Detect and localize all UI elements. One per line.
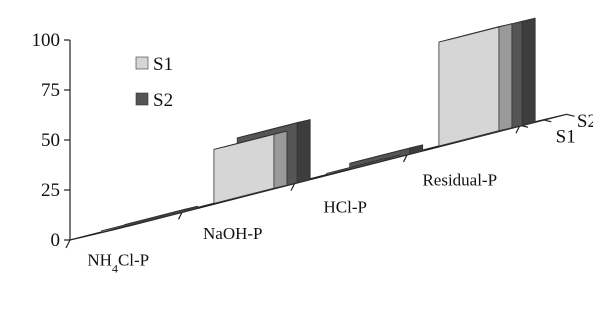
x-tick bbox=[402, 153, 409, 163]
y-tick-label: 50 bbox=[41, 130, 60, 151]
x-tick bbox=[515, 124, 521, 134]
bar-side-face bbox=[521, 17, 536, 126]
bar-top-face bbox=[237, 119, 311, 139]
depth-label: S2 bbox=[577, 111, 593, 132]
labels: 0 25 50 75 100 NH4Cl-P NaOH-P HCl-P Residual-P S2… bbox=[32, 30, 593, 276]
bar-top-face bbox=[349, 144, 423, 164]
x-tick-label: NH4Cl-P bbox=[87, 251, 149, 276]
bar-top-face bbox=[326, 154, 400, 174]
x-tick-label: NaOH-P bbox=[203, 224, 263, 243]
legend-label-s2: S2 bbox=[153, 90, 173, 111]
bar-s1-nh4cl-p bbox=[101, 212, 175, 233]
bar-s1-naoh-p bbox=[213, 130, 288, 204]
x-tick bbox=[290, 182, 296, 191]
bar-s1-residual-p bbox=[438, 23, 513, 147]
depth-tick bbox=[543, 119, 552, 123]
legend-swatch-s2 bbox=[135, 92, 149, 106]
y-tick-label: 100 bbox=[32, 30, 61, 51]
bar-top-face bbox=[101, 212, 175, 232]
bar-front-face bbox=[213, 133, 275, 204]
y-tick-label: 25 bbox=[41, 180, 60, 201]
x-tick-label: HCl-P bbox=[324, 197, 367, 216]
legend-label-s1: S1 bbox=[153, 54, 173, 75]
bar-side-face bbox=[498, 23, 513, 132]
x-tick bbox=[177, 211, 184, 220]
legend: S1 S2 bbox=[135, 54, 173, 111]
bar-top-face bbox=[213, 130, 287, 150]
y-tick-label: 0 bbox=[51, 230, 61, 251]
bar-top-face bbox=[438, 23, 512, 43]
bars bbox=[101, 17, 536, 233]
y-tick-label: 75 bbox=[41, 80, 60, 101]
x-tick bbox=[65, 239, 71, 249]
bar-side-face bbox=[296, 119, 311, 184]
depth-tick bbox=[566, 113, 575, 117]
depth-label: S1 bbox=[556, 127, 576, 148]
bar-front-face bbox=[438, 26, 500, 147]
bar-s1-hcl-p bbox=[325, 154, 400, 176]
bar-side-face bbox=[273, 130, 288, 189]
x-tick-label: Residual-P bbox=[422, 171, 497, 190]
legend-swatch-s1 bbox=[135, 56, 149, 70]
